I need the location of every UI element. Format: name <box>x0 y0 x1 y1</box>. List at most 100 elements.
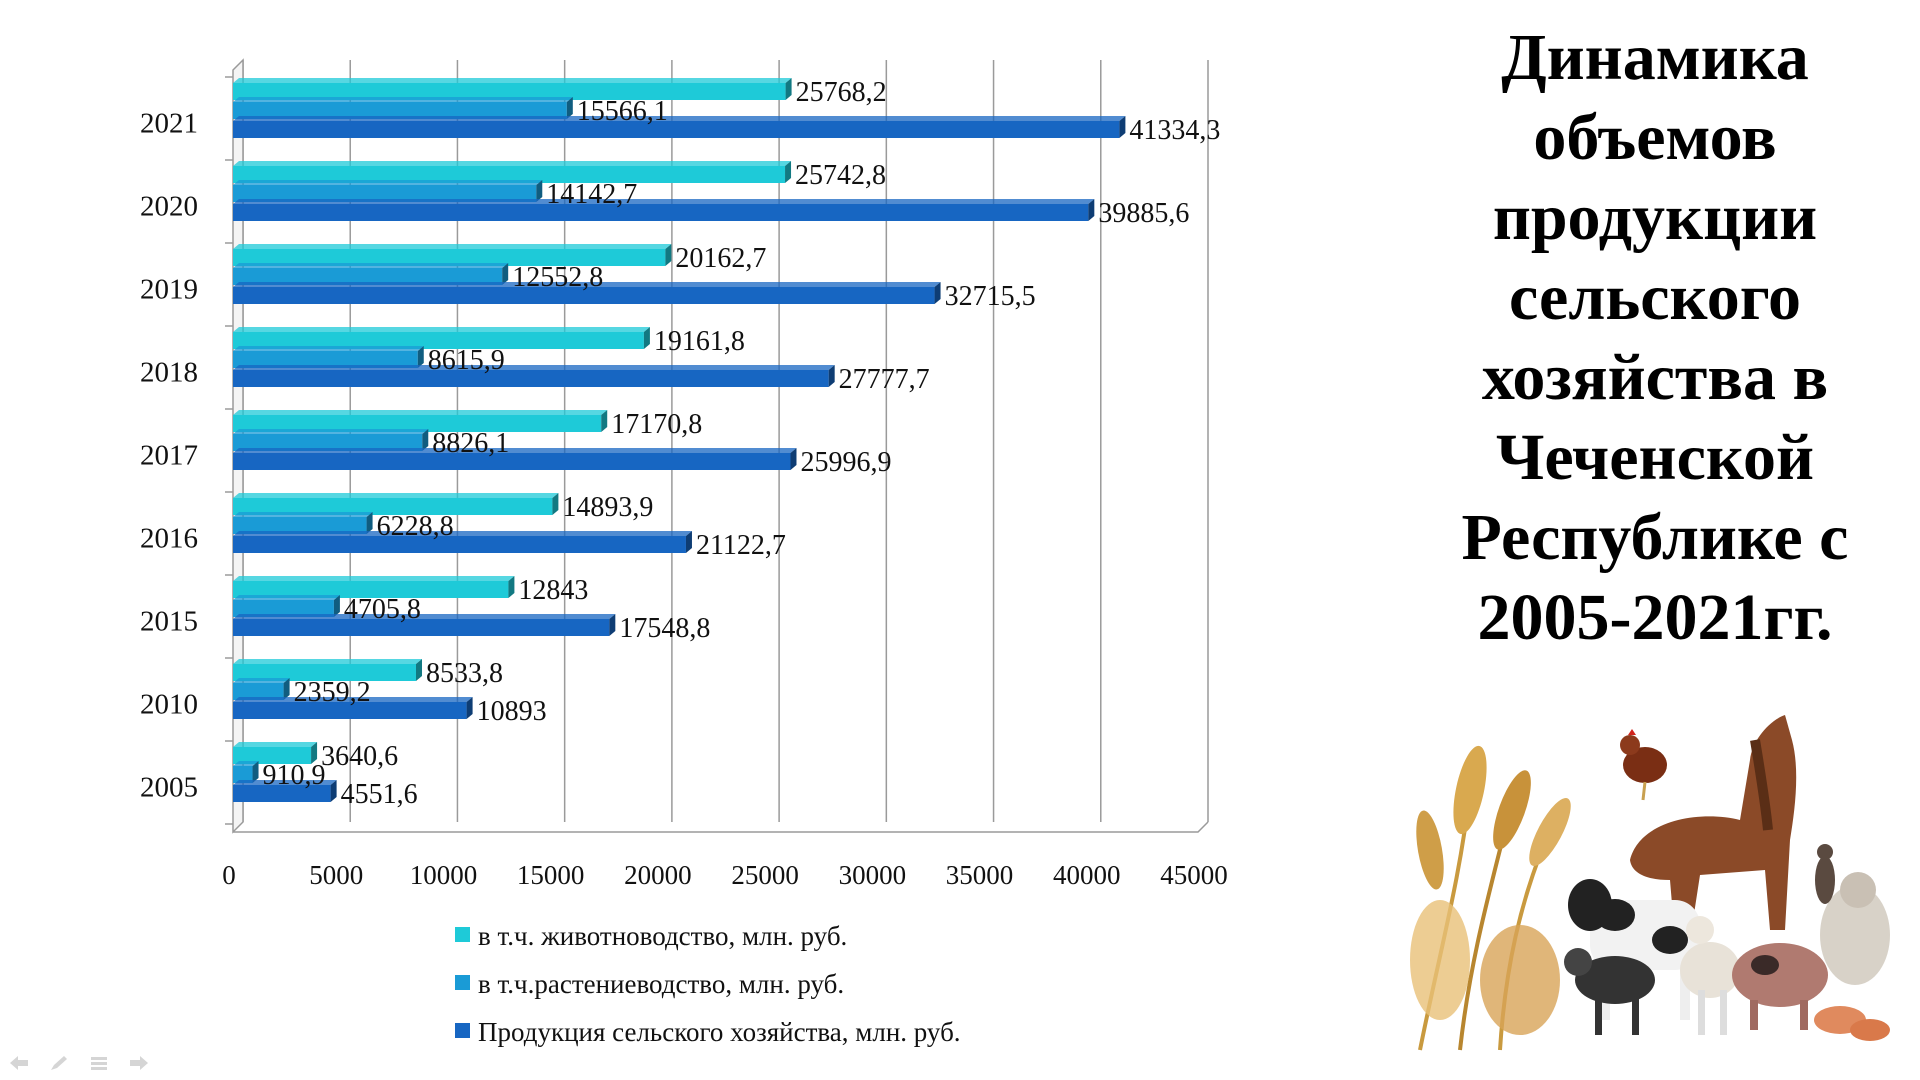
hen-icon <box>1620 729 1667 801</box>
x-tick-label: 15000 <box>517 860 585 890</box>
bar <box>233 282 941 304</box>
bar <box>233 161 792 183</box>
menu-icon[interactable] <box>88 1054 110 1072</box>
chart-legend: в т.ч. животноводство, млн. руб. в т.ч.ра… <box>455 921 961 1047</box>
bar <box>233 244 672 266</box>
data-label: 14893,9 <box>562 492 653 523</box>
piglet-icon <box>1814 1006 1890 1041</box>
data-label: 4705,8 <box>344 594 421 625</box>
data-label: 17170,8 <box>611 409 702 440</box>
previous-arrow-icon[interactable] <box>8 1054 30 1072</box>
bar <box>233 429 429 451</box>
chart-axes: 0 5000 10000 15000 20000 25000 30000 35000 40000… <box>140 76 1228 890</box>
slide-navigation <box>8 1054 150 1072</box>
x-tick-label: 25000 <box>731 860 799 890</box>
bar-chart: 25768,2 15566,1 41334,3 25742,8 14142,7 39885… <box>140 58 1228 1047</box>
bar <box>233 263 509 285</box>
bar <box>233 531 692 553</box>
data-label: 17548,8 <box>619 613 710 644</box>
category-label: 2018 <box>140 357 198 389</box>
data-label: 39885,6 <box>1098 198 1189 229</box>
category-label: 2016 <box>140 523 198 555</box>
legend-entry: в т.ч.растениеводство, млн. руб. <box>478 969 844 999</box>
bar <box>233 678 290 700</box>
data-label: 15566,1 <box>577 96 668 127</box>
x-axis-line <box>233 821 1209 833</box>
bar <box>233 493 559 515</box>
data-label: 8533,8 <box>426 658 503 689</box>
legend-entry: Продукция сельского хозяйства, млн. руб. <box>478 1017 961 1047</box>
data-label: 19161,8 <box>654 326 745 357</box>
legend-swatch <box>455 927 470 942</box>
bar <box>233 761 259 783</box>
data-label: 14142,7 <box>546 179 637 210</box>
x-tick-label: 10000 <box>410 860 478 890</box>
goat-icon <box>1564 948 1655 1035</box>
x-tick-label: 5000 <box>309 860 363 890</box>
bar <box>233 512 373 534</box>
category-label: 2019 <box>140 274 198 306</box>
bar <box>233 448 797 470</box>
bar <box>233 116 1126 138</box>
pig-icon <box>1732 943 1828 1030</box>
x-tick-label: 40000 <box>1053 860 1121 890</box>
bar <box>233 780 337 802</box>
sheep-icon <box>1820 872 1890 985</box>
bar <box>233 595 340 617</box>
data-label: 3640,6 <box>321 741 398 772</box>
bar <box>233 365 835 387</box>
category-label: 2010 <box>140 689 198 721</box>
horse-icon <box>1630 715 1797 940</box>
category-label: 2005 <box>140 772 198 804</box>
small-animal-icon <box>1815 844 1835 904</box>
chart-bars <box>233 78 1126 802</box>
data-label: 27777,7 <box>839 364 930 395</box>
bar <box>233 327 650 349</box>
farm-animals-illustration <box>1410 715 1890 1051</box>
data-label: 10893 <box>477 696 547 727</box>
wheat-icon <box>1410 745 1571 1051</box>
data-label: 8615,9 <box>428 345 505 376</box>
pen-icon[interactable] <box>48 1054 70 1072</box>
x-tick-label: 35000 <box>946 860 1014 890</box>
data-label: 12552,8 <box>512 262 603 293</box>
bar <box>233 614 616 636</box>
data-label: 32715,5 <box>945 281 1036 312</box>
x-tick-label: 45000 <box>1160 860 1228 890</box>
data-label: 25768,2 <box>796 77 887 108</box>
legend-entry: в т.ч. животноводство, млн. руб. <box>478 921 847 951</box>
data-label: 20162,7 <box>675 243 766 274</box>
data-label: 12843 <box>518 575 588 606</box>
bar <box>233 697 473 719</box>
bar <box>233 742 318 764</box>
chart-data-labels: 25768,2 15566,1 41334,3 25742,8 14142,7 39885… <box>263 77 1221 810</box>
bar <box>233 576 515 598</box>
cow-icon <box>1568 879 1700 1020</box>
category-label: 2020 <box>140 191 198 223</box>
data-label: 4551,6 <box>341 779 418 810</box>
legend-swatch <box>455 975 470 990</box>
bar <box>233 78 792 100</box>
category-label: 2015 <box>140 606 198 638</box>
white-goat-icon <box>1680 916 1740 1035</box>
bar <box>233 659 423 681</box>
data-label: 6228,8 <box>377 511 454 542</box>
bar <box>233 97 573 119</box>
x-tick-label: 20000 <box>624 860 692 890</box>
bar <box>233 346 424 368</box>
category-label: 2021 <box>140 108 198 140</box>
bar <box>233 180 543 202</box>
x-tick-label: 0 <box>222 860 236 890</box>
data-label: 25996,9 <box>800 447 891 478</box>
data-label: 21122,7 <box>696 530 786 561</box>
bar <box>233 199 1095 221</box>
data-label: 8826,1 <box>432 428 509 459</box>
next-arrow-icon[interactable] <box>128 1054 150 1072</box>
category-label: 2017 <box>140 440 198 472</box>
x-tick-label: 30000 <box>839 860 907 890</box>
bar <box>233 410 608 432</box>
data-label: 2359,2 <box>294 677 371 708</box>
legend-swatch <box>455 1023 470 1038</box>
data-label: 25742,8 <box>795 160 886 191</box>
chart-title: Динамика объемов продукции сельского хоз… <box>1461 21 1849 654</box>
